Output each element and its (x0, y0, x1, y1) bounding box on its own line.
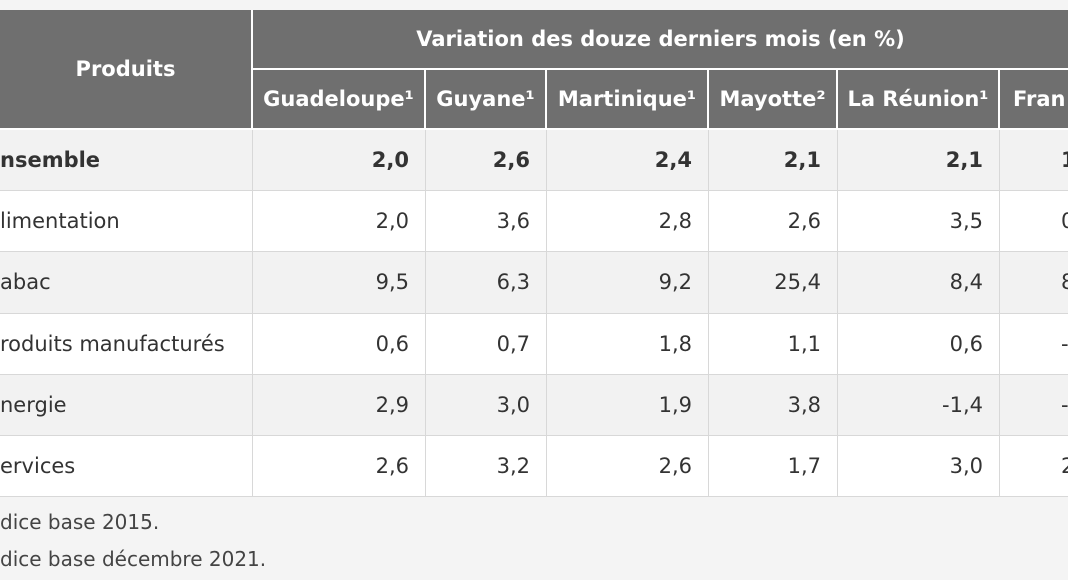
row-label: roduits manufacturés (0, 313, 253, 375)
cell-value: 9,2 (547, 252, 709, 314)
cell-value: 0,6 (838, 313, 1000, 375)
header-cell: Produits (0, 10, 253, 130)
cell-value: 0 (1000, 191, 1068, 253)
footnote: dice base décembre 2021. (0, 547, 267, 571)
cell-value: 1 (1000, 130, 1068, 192)
cell-value: 1,9 (547, 374, 709, 436)
cell-value: 2,1 (709, 130, 838, 192)
cell-value: 3,6 (426, 191, 547, 253)
cell-value: 25,4 (709, 252, 838, 314)
cell-value: 0,6 (253, 313, 426, 375)
cell-value: 8 (1000, 252, 1068, 314)
column-header: La Réunion¹ (838, 70, 1000, 130)
cell-value: 0,7 (426, 313, 547, 375)
cell-value: 3,5 (838, 191, 1000, 253)
cell-value: 2,1 (838, 130, 1000, 192)
cell-value: 8,4 (838, 252, 1000, 314)
row-label: nergie (0, 374, 253, 436)
cell-value: -1,4 (838, 374, 1000, 436)
cell-value: 3,2 (426, 436, 547, 498)
cell-value: 6,3 (426, 252, 547, 314)
cell-value: 1,1 (709, 313, 838, 375)
row-label: nsemble (0, 130, 253, 192)
cell-value: 2,6 (426, 130, 547, 192)
cell-value: 2 (1000, 436, 1068, 498)
cell-value: 3,0 (426, 374, 547, 436)
column-header: Mayotte² (709, 70, 838, 130)
column-header: Fran (1000, 70, 1068, 130)
cell-value: 2,9 (253, 374, 426, 436)
header-group: Variation des douze derniers mois (en %) (253, 10, 1068, 70)
cell-value: 2,0 (253, 130, 426, 192)
cell-value: 3,8 (709, 374, 838, 436)
row-label: ervices (0, 436, 253, 498)
footnote: dice base 2015. (0, 510, 160, 534)
cell-value: 2,6 (709, 191, 838, 253)
column-header: Guyane¹ (426, 70, 547, 130)
column-header: Martinique¹ (547, 70, 709, 130)
cell-value: 2,0 (253, 191, 426, 253)
row-label: limentation (0, 191, 253, 253)
cell-value: 2,8 (547, 191, 709, 253)
cell-value: 3,0 (838, 436, 1000, 498)
cell-value: -1 (1000, 374, 1068, 436)
cell-value: -0 (1000, 313, 1068, 375)
cell-value: 2,6 (547, 436, 709, 498)
cell-value: 9,5 (253, 252, 426, 314)
cell-value: 2,4 (547, 130, 709, 192)
cell-value: 1,8 (547, 313, 709, 375)
column-header: Guadeloupe¹ (253, 70, 426, 130)
row-label: abac (0, 252, 253, 314)
cell-value: 2,6 (253, 436, 426, 498)
cell-value: 1,7 (709, 436, 838, 498)
